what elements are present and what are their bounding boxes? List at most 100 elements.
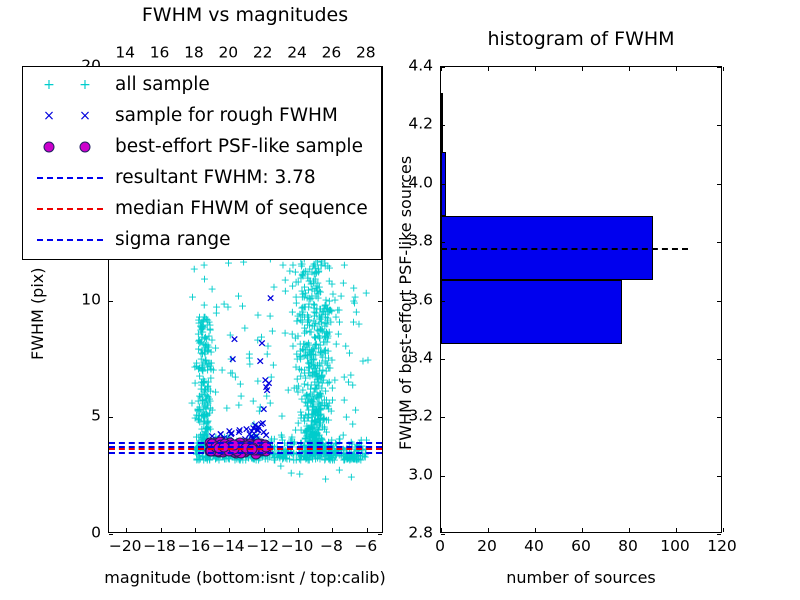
scatter-point-rough-sample: ×	[248, 421, 258, 435]
scatter-point-all-sample: +	[308, 395, 318, 409]
scatter-point-all-sample: +	[306, 357, 317, 371]
scatter-point-all-sample: +	[320, 346, 331, 360]
scatter-point-all-sample: +	[318, 373, 329, 387]
scatter-point-all-sample: +	[292, 314, 302, 328]
x-tick-label-bottom: −14	[211, 537, 245, 555]
scatter-point-all-sample: +	[320, 422, 330, 436]
scatter-point-all-sample: +	[323, 331, 333, 345]
hist-x-tick	[629, 528, 630, 532]
scatter-point-all-sample: +	[304, 430, 315, 444]
scatter-point-all-sample: +	[310, 272, 320, 286]
scatter-point-all-sample: +	[309, 428, 319, 442]
scatter-point-all-sample: +	[319, 344, 329, 358]
scatter-point-all-sample: +	[320, 335, 330, 349]
scatter-point-all-sample: +	[199, 374, 209, 388]
scatter-point-all-sample: +	[322, 356, 332, 370]
scatter-point-all-sample: +	[200, 400, 210, 414]
scatter-point-all-sample: +	[202, 332, 212, 346]
scatter-point-all-sample: +	[297, 284, 307, 298]
scatter-point-all-sample: +	[203, 396, 213, 410]
x-tick-label-bottom: −6	[354, 537, 378, 555]
scatter-point-all-sample: +	[294, 362, 304, 376]
scatter-point-all-sample: +	[308, 353, 318, 367]
scatter-point-rough-sample: ×	[234, 425, 244, 439]
scatter-point-all-sample: +	[319, 329, 330, 343]
scatter-point-all-sample: +	[320, 472, 331, 486]
scatter-point-all-sample: +	[320, 452, 330, 466]
scatter-point-all-sample: +	[308, 259, 318, 273]
scatter-point-all-sample: +	[211, 385, 221, 399]
scatter-point-all-sample: +	[305, 262, 315, 276]
scatter-point-all-sample: +	[197, 322, 207, 336]
scatter-point-all-sample: +	[288, 339, 298, 353]
scatter-point-all-sample: +	[314, 312, 324, 326]
scatter-point-all-sample: +	[303, 434, 313, 448]
scatter-point-all-sample: +	[313, 422, 323, 436]
y-tick-right	[378, 417, 382, 419]
scatter-point-all-sample: +	[199, 408, 210, 422]
y-tick-right	[378, 534, 382, 535]
scatter-point-all-sample: +	[312, 405, 322, 419]
scatter-point-all-sample: +	[199, 298, 209, 312]
y-tick-label: 5	[91, 406, 101, 425]
scatter-point-all-sample: +	[197, 363, 207, 377]
scatter-point-all-sample: +	[321, 413, 331, 427]
scatter-point-all-sample: +	[329, 453, 339, 467]
scatter-point-all-sample: +	[310, 406, 320, 420]
scatter-point-all-sample: +	[196, 390, 206, 404]
scatter-point-all-sample: +	[302, 419, 312, 433]
scatter-point-all-sample: +	[317, 310, 327, 324]
scatter-point-all-sample: +	[202, 356, 212, 369]
scatter-point-all-sample: +	[230, 370, 240, 384]
scatter-point-all-sample: +	[313, 262, 323, 276]
scatter-point-rough-sample: ×	[250, 418, 260, 432]
scatter-point-all-sample: +	[339, 453, 350, 467]
hist-y-tick-label: 3.2	[408, 406, 433, 425]
scatter-point-all-sample: +	[192, 452, 202, 466]
scatter-point-all-sample: +	[281, 451, 291, 465]
hist-y-tick	[441, 358, 445, 360]
scatter-point-all-sample: +	[310, 403, 320, 417]
scatter-point-all-sample: +	[197, 362, 207, 376]
scatter-point-all-sample: +	[311, 402, 321, 416]
scatter-point-all-sample: +	[306, 393, 316, 407]
scatter-point-all-sample: +	[320, 259, 330, 273]
scatter-point-all-sample: +	[277, 430, 287, 444]
scatter-point-all-sample: +	[302, 338, 312, 352]
scatter-point-all-sample: +	[240, 321, 250, 335]
scatter-point-all-sample: +	[343, 452, 353, 466]
hist-resultant-fwhm-line	[441, 247, 688, 250]
scatter-point-all-sample: +	[304, 300, 314, 314]
scatter-point-all-sample: +	[304, 345, 315, 359]
scatter-point-all-sample: +	[307, 399, 317, 413]
scatter-point-all-sample: +	[350, 290, 360, 304]
scatter-point-all-sample: +	[315, 412, 325, 426]
scatter-point-all-sample: +	[309, 428, 319, 442]
scatter-point-all-sample: +	[263, 339, 273, 353]
scatter-point-all-sample: +	[322, 399, 332, 413]
legend-entry: best-effort PSF-like sample	[23, 131, 381, 162]
scatter-point-all-sample: +	[235, 377, 246, 391]
scatter-point-all-sample: +	[310, 406, 320, 420]
scatter-point-all-sample: +	[227, 366, 237, 380]
scatter-point-all-sample: +	[310, 284, 320, 298]
x-tick-label-top: 24	[287, 43, 307, 62]
histogram-bar	[441, 93, 444, 152]
scatter-point-all-sample: +	[291, 447, 301, 461]
scatter-point-all-sample: +	[303, 267, 313, 281]
plus-marker: +	[43, 76, 55, 93]
scatter-point-all-sample: +	[226, 366, 236, 380]
hist-y-tick-right	[717, 300, 721, 302]
scatter-point-rough-sample: ×	[253, 420, 264, 434]
scatter-point-all-sample: +	[320, 319, 330, 333]
scatter-point-all-sample: +	[200, 398, 210, 412]
scatter-point-all-sample: +	[314, 395, 324, 409]
scatter-point-rough-sample: ×	[261, 380, 271, 394]
scatter-point-all-sample: +	[316, 371, 326, 385]
scatter-point-all-sample: +	[199, 258, 209, 272]
scatter-point-all-sample: +	[299, 411, 309, 425]
scatter-point-all-sample: +	[314, 402, 325, 416]
scatter-point-all-sample: +	[352, 453, 362, 467]
scatter-point-all-sample: +	[248, 394, 258, 408]
